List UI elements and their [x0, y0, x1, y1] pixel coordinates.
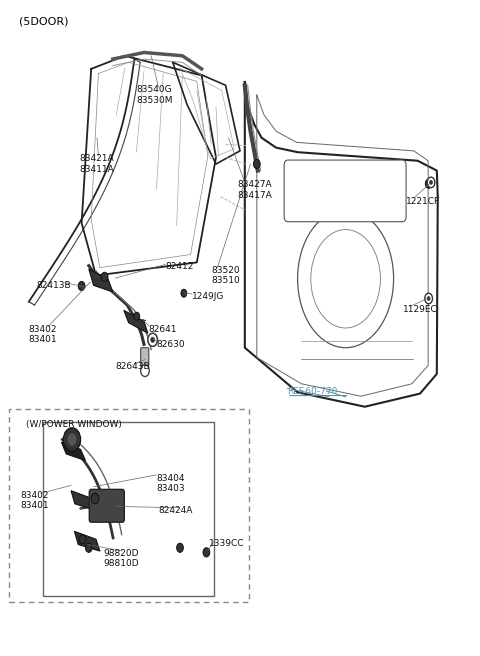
Circle shape: [141, 365, 149, 377]
Text: 82412: 82412: [166, 262, 194, 272]
Polygon shape: [61, 442, 85, 461]
Circle shape: [148, 333, 157, 346]
Circle shape: [427, 177, 435, 188]
Text: 1221CF: 1221CF: [406, 197, 440, 206]
FancyBboxPatch shape: [9, 409, 249, 602]
Circle shape: [253, 159, 260, 169]
Circle shape: [101, 272, 108, 281]
Text: 83404
83403: 83404 83403: [156, 474, 185, 493]
FancyBboxPatch shape: [89, 489, 124, 522]
Text: 1339CC: 1339CC: [209, 539, 244, 548]
Text: 82630: 82630: [156, 340, 185, 349]
Text: 83402
83401: 83402 83401: [29, 325, 58, 344]
Text: (W/POWER WINDOW): (W/POWER WINDOW): [26, 420, 122, 429]
Circle shape: [67, 433, 77, 446]
Polygon shape: [71, 491, 96, 510]
Text: 83421A
83411A: 83421A 83411A: [79, 154, 114, 174]
Text: 83402
83401: 83402 83401: [20, 491, 49, 510]
Text: 1249JG: 1249JG: [192, 292, 224, 301]
Circle shape: [181, 289, 187, 297]
Text: 82413B: 82413B: [36, 281, 71, 290]
Circle shape: [425, 293, 432, 304]
Circle shape: [134, 312, 140, 320]
Circle shape: [427, 297, 430, 300]
Circle shape: [78, 281, 85, 291]
Circle shape: [79, 535, 86, 544]
Text: 1129EC: 1129EC: [403, 305, 438, 314]
Circle shape: [425, 179, 432, 188]
Text: 82641: 82641: [149, 325, 177, 334]
Text: 82424A: 82424A: [158, 506, 193, 516]
FancyBboxPatch shape: [141, 348, 149, 367]
Circle shape: [91, 493, 99, 504]
FancyBboxPatch shape: [43, 422, 214, 596]
Polygon shape: [74, 531, 100, 551]
Text: 83427A
83417A: 83427A 83417A: [238, 180, 272, 200]
Polygon shape: [89, 269, 113, 292]
Circle shape: [203, 548, 210, 557]
Circle shape: [85, 543, 92, 552]
Text: (5DOOR): (5DOOR): [19, 16, 69, 26]
Circle shape: [63, 428, 81, 451]
Text: REF.60-770: REF.60-770: [287, 387, 337, 396]
Text: 83540G
83530M: 83540G 83530M: [137, 85, 173, 105]
FancyBboxPatch shape: [284, 160, 406, 222]
Circle shape: [151, 337, 155, 342]
Text: 82643B: 82643B: [115, 362, 150, 371]
Text: 98820D
98810D: 98820D 98810D: [103, 549, 139, 569]
Text: 83520
83510: 83520 83510: [211, 266, 240, 285]
Circle shape: [430, 180, 432, 184]
Polygon shape: [124, 310, 148, 333]
Circle shape: [425, 294, 432, 303]
Circle shape: [177, 543, 183, 552]
